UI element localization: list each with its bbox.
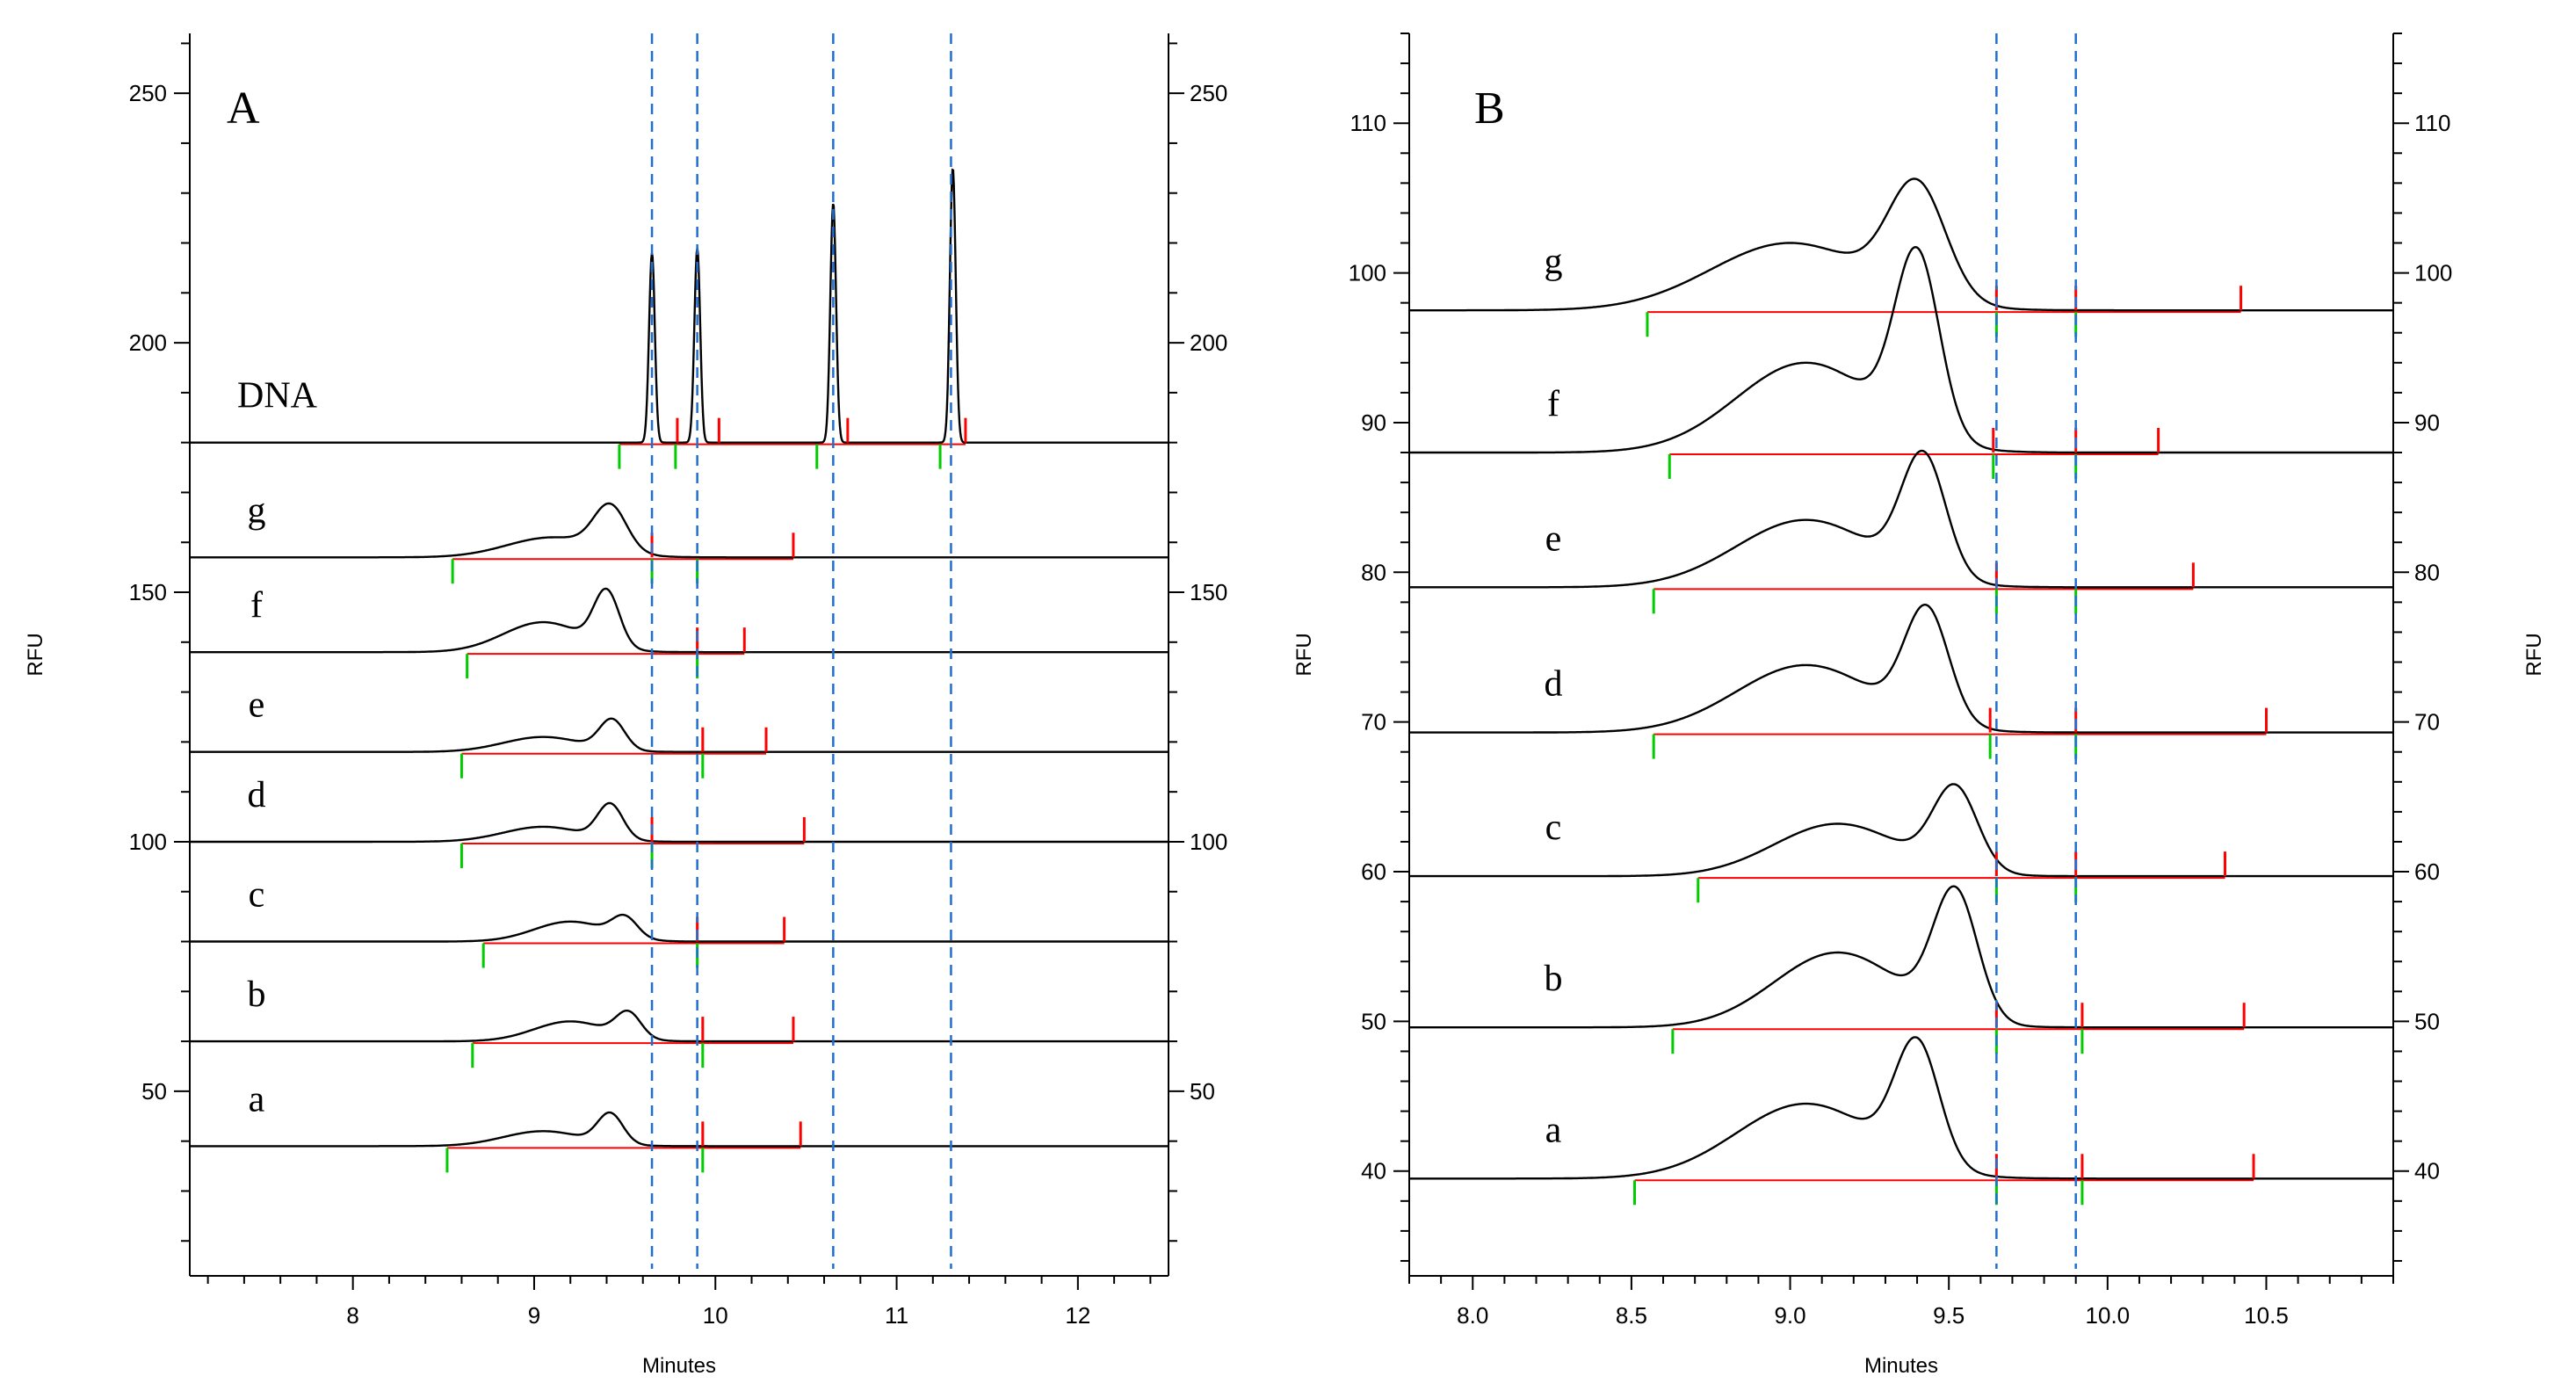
trace-g	[190, 502, 1169, 559]
x-tick-label: 8.0	[1457, 1302, 1488, 1329]
x-axis-title: Minutes	[642, 1354, 716, 1378]
y-tick-label-right: 60	[2414, 858, 2440, 885]
y-axis-title: RFU	[24, 633, 47, 676]
y-tick-label-left: 200	[129, 330, 167, 356]
x-tick-label: 8	[346, 1302, 358, 1329]
panel-label: B	[1474, 83, 1505, 134]
trace-label-c: c	[249, 875, 265, 916]
trace-c	[190, 913, 1169, 943]
trace-label-b: b	[248, 974, 266, 1015]
x-tick-label: 12	[1065, 1302, 1090, 1329]
trace-label-b: b	[1545, 959, 1563, 999]
y-tick-label-left: 90	[1361, 409, 1386, 436]
x-tick-label: 10	[703, 1302, 728, 1329]
trace-a	[1409, 1036, 2393, 1180]
trace-label-e: e	[249, 685, 265, 726]
trace-d	[1409, 604, 2393, 734]
trace-label-e: e	[1545, 518, 1562, 559]
x-tick-label: 9	[528, 1302, 540, 1329]
trace-e	[1409, 449, 2393, 589]
trace-label-a: a	[249, 1079, 265, 1119]
trace-label-g: g	[248, 490, 266, 531]
trace-label-d: d	[248, 775, 266, 815]
panel-a: 8 9 10 11 12 50 50 100 100 150 150 200 200 250 250 Minu…	[24, 33, 1227, 1378]
x-tick-label: 8.5	[1616, 1302, 1647, 1329]
y-tick-label-right: 100	[1190, 829, 1227, 855]
trace-label-c: c	[1545, 808, 1562, 848]
trace-f	[1409, 245, 2393, 454]
y-tick-label-right: 100	[2414, 260, 2452, 286]
y-tick-label-right: 250	[1190, 80, 1227, 106]
y-tick-label-left: 50	[141, 1078, 167, 1105]
x-axis-title: Minutes	[1864, 1354, 1938, 1378]
y-tick-label-left: 40	[1361, 1158, 1386, 1184]
trace-b	[190, 1010, 1169, 1043]
y-tick-label-left: 100	[129, 829, 167, 855]
trace-g	[1409, 177, 2393, 312]
y-tick-label-left: 100	[1349, 260, 1386, 286]
trace-label-d: d	[1545, 664, 1563, 705]
trace-a	[190, 1111, 1169, 1148]
y-tick-label-right: 50	[2414, 1008, 2440, 1034]
x-tick-label: 9.0	[1774, 1302, 1805, 1329]
y-tick-label-left: 60	[1361, 858, 1386, 885]
trace-label-f: f	[250, 585, 263, 626]
trace-e	[190, 717, 1169, 753]
trace-c	[1409, 783, 2393, 878]
y-tick-label-left: 80	[1361, 559, 1386, 585]
trace-b	[1409, 885, 2393, 1029]
y-tick-label-left: 150	[129, 579, 167, 605]
y-tick-label-right: 40	[2414, 1158, 2440, 1184]
y-tick-label-right: 110	[2414, 110, 2450, 136]
trace-f	[190, 587, 1169, 654]
y-tick-label-right: 200	[1190, 330, 1227, 356]
trace-label-a: a	[1545, 1110, 1562, 1150]
y-tick-label-right: 80	[2414, 559, 2440, 585]
trace-DNA	[190, 168, 1169, 444]
trace-label-g: g	[1545, 242, 1563, 282]
y-tick-label-right: 70	[2414, 709, 2440, 735]
x-tick-label: 10.0	[2086, 1302, 2131, 1329]
y-axis-title: RFU	[1292, 633, 1316, 676]
y-tick-label-left: 250	[129, 80, 167, 106]
x-tick-label: 10.5	[2244, 1302, 2289, 1329]
trace-label-DNA: DNA	[237, 376, 318, 417]
y-axis-title-right: RFU	[2522, 633, 2546, 676]
x-tick-label: 9.5	[1933, 1302, 1965, 1329]
y-tick-label-left: 70	[1361, 709, 1386, 735]
y-tick-label-right: 50	[1190, 1078, 1215, 1105]
y-tick-label-left: 110	[1350, 110, 1386, 136]
panel-b: 8.0 8.5 9.0 9.5 10.0 10.5 40 40 50 50 60 60 70 70 80 80…	[1292, 33, 2546, 1378]
trace-d	[190, 801, 1169, 844]
y-tick-label-right: 90	[2414, 409, 2440, 436]
x-tick-label: 11	[885, 1302, 908, 1329]
y-tick-label-left: 50	[1361, 1008, 1386, 1034]
panel-label: A	[227, 83, 260, 134]
y-tick-label-right: 150	[1190, 579, 1227, 605]
trace-label-f: f	[1547, 384, 1559, 424]
